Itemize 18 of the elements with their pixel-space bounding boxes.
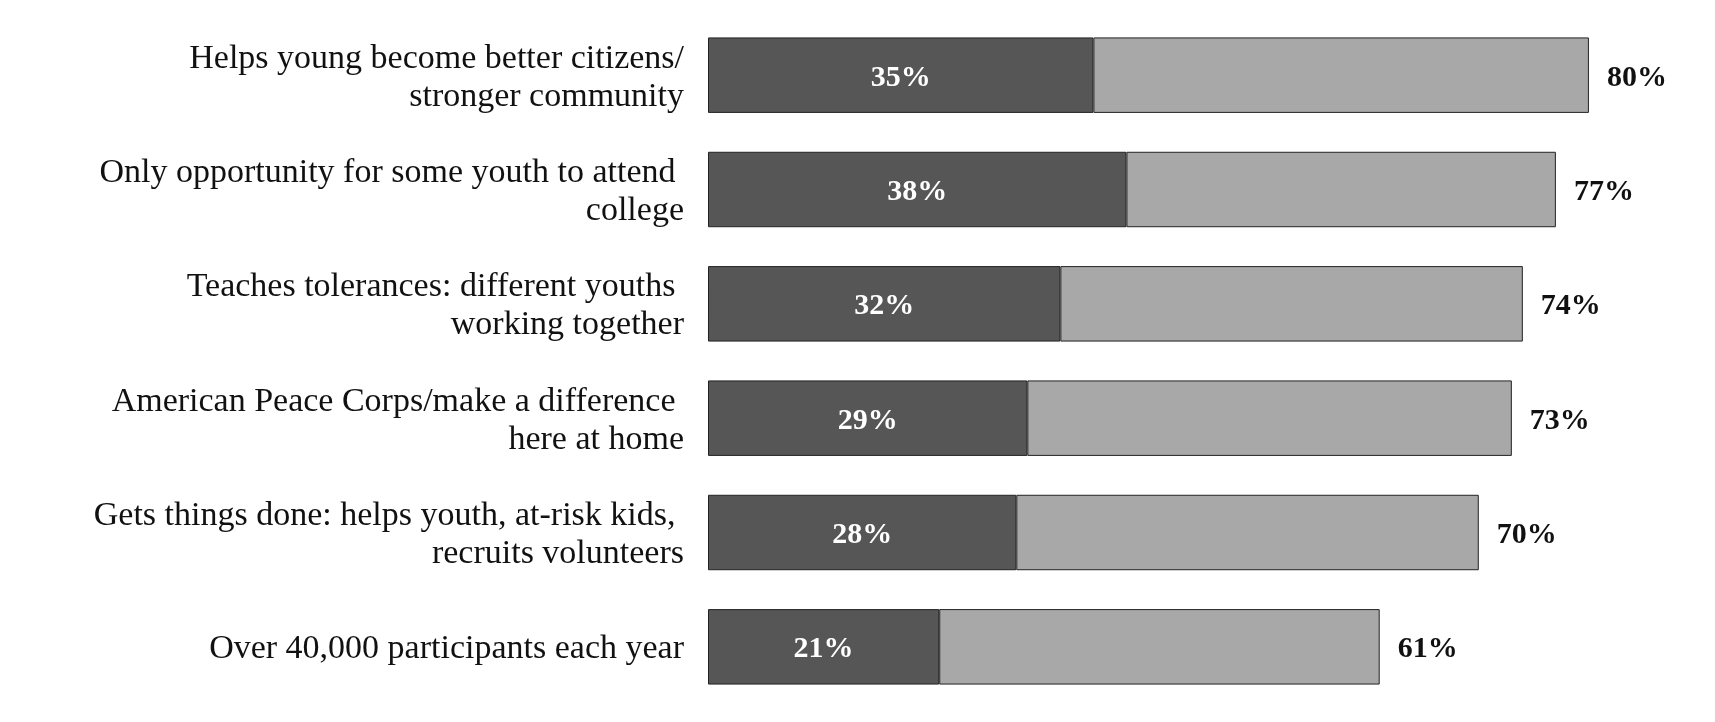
y-tick-label: Gets things done: helps youth, at-risk kids, recruits volunteers	[93, 495, 684, 570]
y-tick-label: Teaches tolerances: different youths working together	[186, 266, 685, 342]
data-label: 21%	[793, 630, 854, 664]
total-label: 73%	[1529, 401, 1590, 435]
y-tick-label: Helps young become better citizens/stronger community	[189, 37, 685, 113]
total-label: 77%	[1573, 173, 1634, 206]
y-tick-label: Over 40,000 participants each year	[209, 628, 685, 666]
total-label: 70%	[1496, 516, 1557, 549]
y-tick-label: Only opportunity for some youth to attend college	[99, 152, 684, 227]
y-tick-label: American Peace Corps/make a difference here at home	[111, 380, 684, 456]
data-label: 38%	[887, 173, 948, 206]
data-label: 35%	[870, 58, 931, 92]
data-label: 28%	[832, 516, 893, 549]
total-label: 74%	[1540, 287, 1601, 321]
data-label: 29%	[837, 401, 898, 435]
total-label: 80%	[1606, 58, 1667, 92]
total-label: 61%	[1397, 630, 1458, 664]
data-label: 32%	[854, 287, 915, 321]
